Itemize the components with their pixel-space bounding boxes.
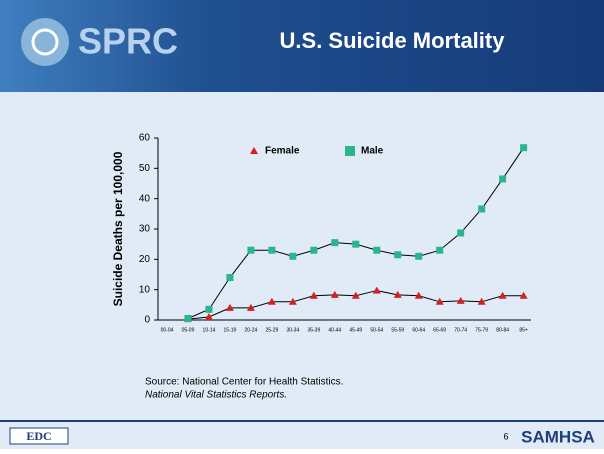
data-marker — [225, 303, 234, 311]
x-tick-label: 85+ — [519, 327, 528, 333]
data-marker — [351, 291, 360, 299]
data-marker — [520, 144, 528, 152]
data-marker — [267, 297, 276, 305]
x-tick-label: 25-29 — [265, 327, 278, 333]
y-tick-label: 30 — [139, 224, 151, 235]
data-marker — [436, 246, 444, 254]
data-marker — [288, 297, 297, 305]
data-marker — [373, 246, 381, 254]
y-tick-label: 20 — [139, 254, 151, 265]
legend-swatch — [250, 147, 258, 154]
source-line: National Vital Statistics Reports. — [145, 390, 287, 401]
x-tick-label: 20-24 — [245, 327, 258, 333]
x-tick-label: 00-04 — [161, 327, 174, 333]
edc-logo-box — [9, 427, 69, 445]
logo-globe — [21, 18, 69, 66]
legend-label: Male — [361, 146, 384, 157]
x-tick-label: 40-44 — [328, 327, 341, 333]
x-tick-label: 10-14 — [203, 327, 216, 333]
data-marker — [247, 246, 255, 254]
data-marker — [184, 314, 192, 322]
x-tick-label: 15-19 — [224, 327, 237, 333]
x-tick-label: 70-74 — [454, 327, 467, 333]
y-tick-label: 0 — [144, 315, 150, 326]
edc-logo: EDC — [26, 429, 51, 443]
y-tick-label: 10 — [139, 284, 151, 295]
data-marker — [268, 246, 276, 254]
legend-label: Female — [265, 146, 300, 157]
x-tick-label: 50-54 — [370, 327, 383, 333]
data-marker — [435, 297, 444, 305]
data-marker — [372, 286, 381, 294]
legend-swatch — [345, 146, 355, 156]
y-tick-label: 40 — [139, 193, 151, 204]
samhsa-logo: SAMHSA — [521, 427, 595, 446]
source-line: Source: National Center for Health Stati… — [145, 377, 343, 388]
x-tick-label: 80-84 — [496, 327, 509, 333]
header-band — [0, 0, 604, 92]
data-marker — [352, 240, 360, 248]
data-marker — [309, 291, 318, 299]
chart: 0 10 20 30 40 50 60 00-04 05-09 10-14 15-19 20-24 25… — [111, 133, 531, 333]
data-marker — [498, 291, 507, 299]
data-marker — [456, 296, 465, 304]
data-marker — [331, 239, 339, 247]
data-marker — [310, 246, 318, 254]
x-tick-label: 35-39 — [307, 327, 320, 333]
data-marker — [204, 312, 213, 320]
x-tick-label: 05-09 — [182, 327, 195, 333]
logo-text: SPRC — [78, 21, 178, 62]
page-number: 6 — [503, 431, 508, 441]
data-marker — [330, 290, 339, 298]
data-marker — [415, 252, 423, 260]
data-marker — [499, 175, 507, 183]
data-marker — [289, 252, 297, 260]
data-marker — [394, 251, 402, 259]
data-marker — [414, 291, 423, 299]
x-tick-label: 60-64 — [412, 327, 425, 333]
data-marker — [457, 229, 465, 237]
logo-ring — [31, 28, 59, 56]
y-tick-label: 60 — [139, 133, 151, 144]
x-tick-label: 30-34 — [286, 327, 299, 333]
x-tick-label: 65-69 — [433, 327, 446, 333]
data-marker — [478, 205, 486, 213]
slide-title: U.S. Suicide Mortality — [280, 28, 506, 53]
data-marker — [393, 290, 402, 298]
data-marker — [246, 303, 255, 311]
y-axis-label: Suicide Deaths per 100,000 — [111, 151, 125, 306]
data-marker — [205, 305, 213, 313]
x-tick-label: 75-79 — [475, 327, 488, 333]
data-marker — [477, 297, 486, 305]
x-tick-label: 45-49 — [349, 327, 362, 333]
y-tick-label: 50 — [139, 163, 151, 174]
data-marker — [519, 291, 528, 299]
data-marker — [226, 274, 234, 282]
x-tick-label: 55-59 — [391, 327, 404, 333]
